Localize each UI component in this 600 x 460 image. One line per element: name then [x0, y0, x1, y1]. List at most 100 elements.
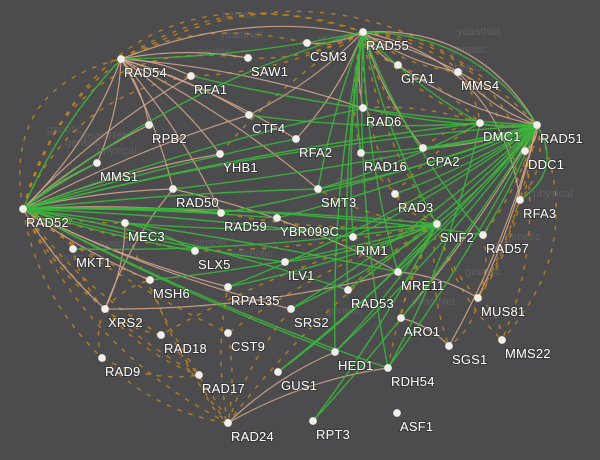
edge-dashed[interactable] — [477, 124, 538, 299]
edge-green[interactable] — [352, 124, 538, 238]
node-rad6[interactable] — [358, 104, 367, 113]
edge-green[interactable] — [334, 124, 538, 353]
edge-dashed[interactable] — [124, 222, 200, 376]
node-saw1[interactable] — [243, 54, 252, 63]
edge-green[interactable] — [519, 124, 548, 201]
edge-salmon[interactable] — [120, 58, 319, 190]
edge-green[interactable] — [394, 124, 538, 195]
edge-green[interactable] — [227, 223, 438, 288]
edge-dashed[interactable] — [362, 31, 459, 73]
edge-dashed[interactable] — [362, 31, 521, 201]
edge-dashed[interactable] — [362, 106, 481, 124]
edge-dashed[interactable] — [227, 223, 438, 334]
edge-green[interactable] — [220, 124, 538, 214]
edge-green[interactable] — [248, 114, 481, 127]
node-rim1[interactable] — [348, 232, 357, 241]
edge-salmon[interactable] — [22, 114, 250, 210]
node-rpb2[interactable] — [144, 121, 153, 130]
edge-dashed[interactable] — [394, 122, 481, 195]
edge-green[interactable] — [172, 124, 538, 190]
edge-dashed[interactable] — [101, 357, 200, 378]
edge-dashed[interactable] — [227, 332, 233, 424]
node-csm3[interactable] — [302, 39, 311, 48]
edge-dashed[interactable] — [22, 208, 74, 250]
edge-green[interactable] — [334, 223, 438, 353]
node-rad9[interactable] — [98, 353, 107, 362]
edge-green[interactable] — [22, 208, 286, 263]
node-xrs2[interactable] — [101, 304, 110, 313]
edge-green[interactable] — [317, 31, 364, 190]
edge-green[interactable] — [422, 124, 538, 149]
edge-dashed[interactable] — [361, 31, 396, 195]
edge-green[interactable] — [317, 122, 481, 190]
edge-green[interactable] — [333, 31, 364, 353]
node-rad53[interactable] — [343, 285, 352, 294]
edge-salmon[interactable] — [22, 75, 192, 210]
edge-green[interactable] — [362, 31, 481, 124]
node-yhb1[interactable] — [215, 149, 224, 158]
edge-dashed[interactable] — [101, 357, 229, 424]
edge-dashed[interactable] — [519, 150, 530, 201]
edge-green[interactable] — [387, 124, 538, 369]
node-mkt1[interactable] — [69, 244, 78, 253]
edge-dashed[interactable] — [519, 124, 541, 201]
node-rfa3[interactable] — [516, 195, 525, 204]
edge-green[interactable] — [362, 31, 438, 225]
node-msh6[interactable] — [145, 275, 154, 284]
edge-green[interactable] — [347, 124, 538, 291]
edge-green[interactable] — [124, 222, 196, 252]
edge-green[interactable] — [22, 208, 196, 252]
node-rdh54[interactable] — [383, 363, 392, 372]
edge-salmon[interactable] — [227, 367, 389, 424]
edge-green[interactable] — [22, 208, 354, 238]
edge-green[interactable] — [22, 107, 364, 210]
node-mre11[interactable] — [393, 267, 402, 276]
edge-salmon[interactable] — [448, 124, 538, 347]
edge-salmon[interactable] — [120, 58, 297, 140]
edge-dashed[interactable] — [347, 223, 438, 291]
node-rad57[interactable] — [478, 230, 487, 239]
edge-green[interactable] — [22, 138, 297, 210]
edge-dashed[interactable] — [436, 223, 503, 341]
node-mec3[interactable] — [121, 218, 130, 227]
edge-dashed[interactable] — [219, 31, 364, 155]
edge-dashed[interactable] — [220, 286, 229, 424]
node-gfa1[interactable] — [393, 61, 402, 70]
node-rad59[interactable] — [216, 208, 225, 217]
edge-green[interactable] — [436, 124, 538, 225]
edge-green[interactable] — [362, 31, 538, 126]
node-dmc1[interactable] — [475, 119, 484, 128]
edge-dashed[interactable] — [477, 199, 521, 299]
edge-green[interactable] — [124, 222, 438, 231]
edge-dashed[interactable] — [227, 308, 292, 424]
node-rad52[interactable] — [18, 204, 27, 213]
node-hed1[interactable] — [330, 347, 339, 356]
edge-dashed[interactable] — [104, 279, 151, 310]
node-slx5[interactable] — [190, 246, 199, 255]
edge-green[interactable] — [290, 223, 438, 310]
edge-dashed[interactable] — [22, 208, 229, 424]
edge-salmon[interactable] — [227, 351, 336, 424]
edge-salmon[interactable] — [397, 64, 538, 126]
edge-dashed[interactable] — [360, 152, 438, 225]
edge-salmon[interactable] — [397, 271, 479, 299]
edge-green[interactable] — [22, 208, 349, 291]
edge-salmon[interactable] — [96, 58, 122, 164]
edge-salmon[interactable] — [306, 31, 364, 44]
node-gus1[interactable] — [273, 367, 282, 376]
edge-green[interactable] — [149, 223, 438, 281]
node-rad16[interactable] — [356, 148, 365, 157]
node-asf1[interactable] — [392, 408, 401, 417]
edge-green[interactable] — [22, 58, 122, 210]
edge-dashed[interactable] — [22, 12, 364, 210]
edge-green[interactable] — [312, 223, 438, 422]
edge-salmon[interactable] — [248, 31, 364, 116]
node-rad17[interactable] — [194, 370, 203, 379]
node-cst9[interactable] — [223, 328, 232, 337]
edge-green[interactable] — [22, 188, 319, 210]
edge-green[interactable] — [277, 124, 538, 373]
edge-salmon[interactable] — [120, 58, 221, 155]
node-mms22[interactable] — [497, 335, 506, 344]
node-rpt3[interactable] — [308, 416, 317, 425]
edge-green[interactable] — [290, 124, 538, 310]
